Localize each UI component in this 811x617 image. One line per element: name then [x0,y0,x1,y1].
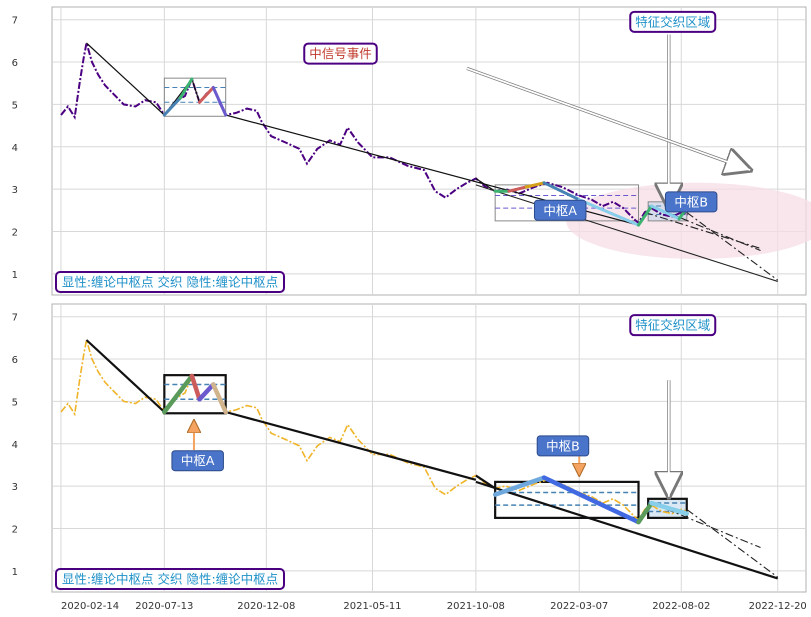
colored-stroke [492,475,547,497]
colored-stroke [542,181,581,202]
colored-stroke [211,382,228,415]
y-tick-label: 7 [12,16,18,27]
colored-stroke [524,181,546,189]
x-tick-label: 2020-02-14 [61,601,119,612]
callout-label-text: 特征交织区域 [635,14,710,29]
colored-stroke [507,185,528,193]
colored-stroke [211,86,228,117]
y-tick-label: 6 [12,355,18,366]
colored-stroke [162,96,182,117]
stroke-segment [85,339,166,413]
legend-box [55,568,285,590]
y-tick-label: 2 [12,227,18,238]
zhongshu-badge-text: 中枢B [546,438,580,453]
zhongshu-badge-text: 中枢A [543,203,577,218]
zhongshu-badge-text: 中枢B [674,194,708,209]
callout-label [629,314,717,337]
y-tick-label: 5 [12,100,18,111]
y-tick-label: 4 [12,440,18,451]
y-tick-label: 3 [12,185,18,196]
price-line [60,339,689,522]
colored-stroke [637,204,654,227]
stroke-segment [475,480,779,580]
zhongshu-badge-text: 中枢A [181,453,215,468]
callout-label [303,42,378,65]
y-tick-label: 6 [12,58,18,69]
y-tick-label: 7 [12,313,18,324]
zhongshu-box [163,374,227,415]
callout-label [629,10,717,33]
trend-line [475,184,778,282]
y-tick-label: 4 [12,143,18,154]
zhongshu-badge [536,435,590,457]
legend-text: 显性:缠论中枢点 交织 隐性:缠论中枢点 [62,572,278,587]
y-tick-label: 2 [12,524,18,535]
x-tick-label: 2022-08-02 [652,601,710,612]
x-tick-label: 2021-10-08 [447,601,505,612]
legend-box [55,271,285,293]
y-tick-label: 3 [12,482,18,493]
colored-stroke [162,373,195,415]
colored-stroke [541,475,641,525]
colored-stroke [198,86,215,104]
colored-stroke [189,373,202,402]
price-line [60,42,689,225]
zhongshu-badge [171,450,224,472]
colored-stroke [636,500,654,525]
colored-stroke [577,198,640,227]
stroke-segment [475,178,496,192]
x-tick-label: 2022-03-07 [550,601,608,612]
colored-stroke [649,500,690,516]
legend-text: 显性:缠论中枢点 交织 隐性:缠论中枢点 [62,275,278,290]
colored-stroke [178,77,194,100]
trend-line [686,211,779,281]
stroke-segment [191,78,201,103]
zhongshu-box [494,480,640,519]
stroke-segment [225,410,477,481]
annotation-arrow-inner [466,67,751,171]
x-axis: 2020-02-14 2020-07-13 2020-12-08 2021-05-11… [61,601,807,612]
x-tick-label: 2020-07-13 [135,601,193,612]
x-tick-label: 2022-12-20 [749,601,807,612]
colored-stroke [197,382,216,402]
x-tick-label: 2021-05-11 [343,601,401,612]
trend-line [686,508,779,578]
x-tick-label: 2020-12-08 [237,601,295,612]
y-tick-label: 5 [12,397,18,408]
stroke-segment [86,42,165,116]
y-tick-label: 1 [12,567,18,578]
y-tick-label: 1 [12,270,18,281]
plot-area [51,303,807,593]
zhongshu-badge [533,199,587,221]
zhongshu-badge [664,191,718,213]
callout-label-text: 中信号事件 [309,46,372,61]
callout-label-text: 特征交织区域 [635,318,710,333]
trend-line [644,211,761,249]
zhongshu-box [163,77,227,117]
zhongshu-box [494,184,640,222]
